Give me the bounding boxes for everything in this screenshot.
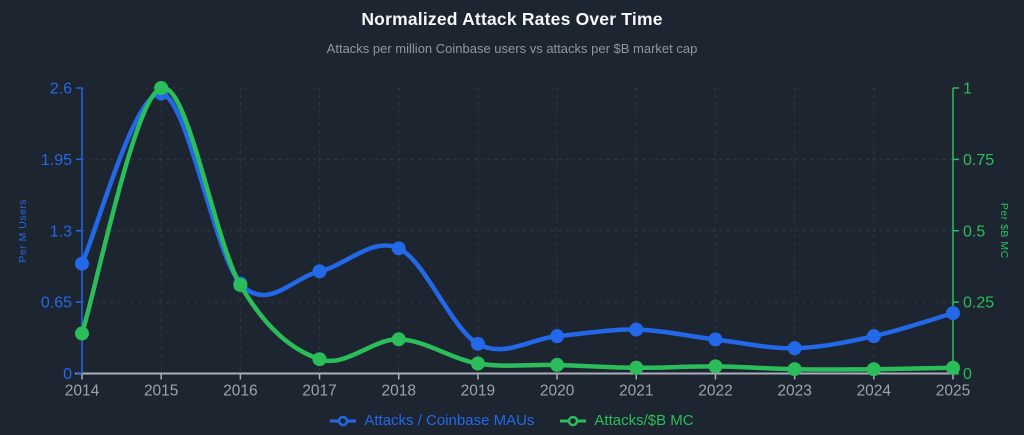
- data-point: [75, 326, 89, 341]
- data-point: [470, 336, 485, 351]
- data-point: [708, 359, 723, 374]
- data-point: [550, 329, 565, 344]
- chart-subtitle: Attacks per million Coinbase users vs at…: [326, 41, 698, 56]
- data-point: [787, 362, 802, 377]
- x-tick-label: 2014: [65, 383, 100, 400]
- data-point: [391, 241, 406, 256]
- x-tick-label: 2018: [381, 383, 415, 400]
- x-tick-label: 2019: [461, 383, 495, 400]
- data-point: [866, 362, 881, 377]
- data-point: [866, 329, 881, 344]
- legend-item-maus[interactable]: Attacks / Coinbase MAUs: [330, 412, 534, 429]
- data-point: [391, 332, 406, 347]
- left-tick-label: 1.3: [50, 223, 72, 240]
- data-point: [708, 332, 723, 347]
- data-point: [550, 357, 565, 372]
- left-axis-title: Per M Users: [17, 199, 29, 263]
- x-tick-label: 2024: [857, 383, 892, 400]
- data-point: [787, 341, 802, 356]
- right-axis-title: Per $B MC: [998, 203, 1010, 259]
- x-tick-label: 2017: [302, 383, 336, 400]
- x-tick-label: 2025: [936, 383, 970, 400]
- right-tick-label: 0.25: [963, 295, 994, 312]
- left-tick-label: 0.65: [41, 295, 72, 312]
- left-tick-label: 0: [63, 366, 72, 383]
- x-tick-label: 2016: [223, 383, 257, 400]
- data-point: [629, 322, 644, 337]
- data-point: [233, 277, 248, 292]
- series-line: [79, 85, 956, 372]
- legend-line-marker-icon: [560, 415, 587, 426]
- right-tick-label: 0.75: [963, 152, 994, 169]
- series-line: [79, 91, 956, 352]
- x-tick-label: 2015: [144, 383, 178, 400]
- x-tick-label: 2023: [777, 383, 811, 400]
- right-tick-label: 0: [963, 366, 972, 383]
- data-point: [75, 256, 89, 271]
- data-point: [312, 264, 327, 279]
- data-point: [154, 81, 169, 95]
- right-tick-label: 0.5: [963, 223, 985, 240]
- legend-label: Attacks / Coinbase MAUs: [364, 412, 535, 429]
- x-tick-label: 2021: [619, 383, 653, 400]
- x-tick-label: 2022: [698, 383, 732, 400]
- data-point: [312, 352, 327, 367]
- left-tick-label: 2.6: [50, 81, 72, 98]
- data-point: [946, 360, 960, 375]
- left-tick-label: 1.95: [41, 152, 72, 169]
- chart-title: Normalized Attack Rates Over Time: [361, 9, 663, 29]
- data-point: [946, 306, 960, 321]
- right-tick-label: 1: [963, 81, 972, 98]
- legend-line-marker-icon: [330, 415, 357, 426]
- chart-legend: Attacks / Coinbase MAUs Attacks/$B MC: [0, 412, 1024, 429]
- legend-item-mc[interactable]: Attacks/$B MC: [560, 412, 694, 429]
- legend-label: Attacks/$B MC: [594, 412, 694, 429]
- x-tick-label: 2020: [540, 383, 575, 400]
- data-point: [629, 360, 644, 375]
- data-point: [470, 356, 485, 371]
